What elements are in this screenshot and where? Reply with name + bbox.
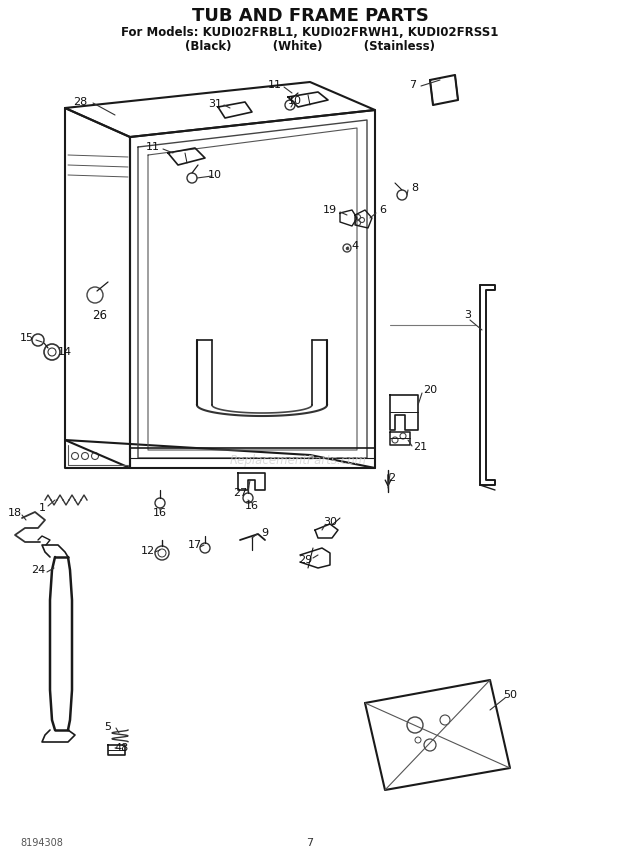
Text: 14: 14 — [58, 347, 72, 357]
Text: 29: 29 — [298, 555, 312, 565]
Text: ReplacementParts.com: ReplacementParts.com — [230, 454, 367, 467]
Text: (Black)          (White)          (Stainless): (Black) (White) (Stainless) — [185, 39, 435, 52]
Text: 19: 19 — [323, 205, 337, 215]
Text: 18: 18 — [8, 508, 22, 518]
Text: 12: 12 — [141, 546, 155, 556]
Text: 20: 20 — [423, 385, 437, 395]
Text: 8194308: 8194308 — [20, 838, 63, 848]
Text: 7: 7 — [409, 80, 417, 90]
Text: 50: 50 — [503, 690, 517, 700]
Text: 24: 24 — [31, 565, 45, 575]
Text: 27: 27 — [233, 488, 247, 498]
Text: 5: 5 — [105, 722, 112, 732]
Text: 16: 16 — [153, 508, 167, 518]
Text: 8: 8 — [412, 183, 418, 193]
Text: 10: 10 — [288, 96, 302, 106]
Text: For Models: KUDI02FRBL1, KUDI02FRWH1, KUDI02FRSS1: For Models: KUDI02FRBL1, KUDI02FRWH1, KU… — [122, 26, 498, 39]
Text: 2: 2 — [389, 473, 396, 483]
Text: 16: 16 — [245, 501, 259, 511]
Text: 28: 28 — [73, 97, 87, 107]
Text: 11: 11 — [146, 142, 160, 152]
Text: 10: 10 — [208, 170, 222, 180]
Text: TUB AND FRAME PARTS: TUB AND FRAME PARTS — [192, 7, 428, 25]
Text: 26: 26 — [92, 308, 107, 322]
Text: 6: 6 — [379, 205, 386, 215]
Text: 7: 7 — [306, 838, 314, 848]
Text: 48: 48 — [115, 743, 129, 753]
Text: 9: 9 — [262, 528, 268, 538]
Text: 31: 31 — [208, 99, 222, 109]
Text: 21: 21 — [413, 442, 427, 452]
Text: 1: 1 — [38, 503, 45, 513]
Text: 4: 4 — [352, 241, 358, 251]
Text: 15: 15 — [20, 333, 34, 343]
Text: 17: 17 — [188, 540, 202, 550]
Text: 11: 11 — [268, 80, 282, 90]
Text: 30: 30 — [323, 517, 337, 527]
Text: 3: 3 — [464, 310, 471, 320]
